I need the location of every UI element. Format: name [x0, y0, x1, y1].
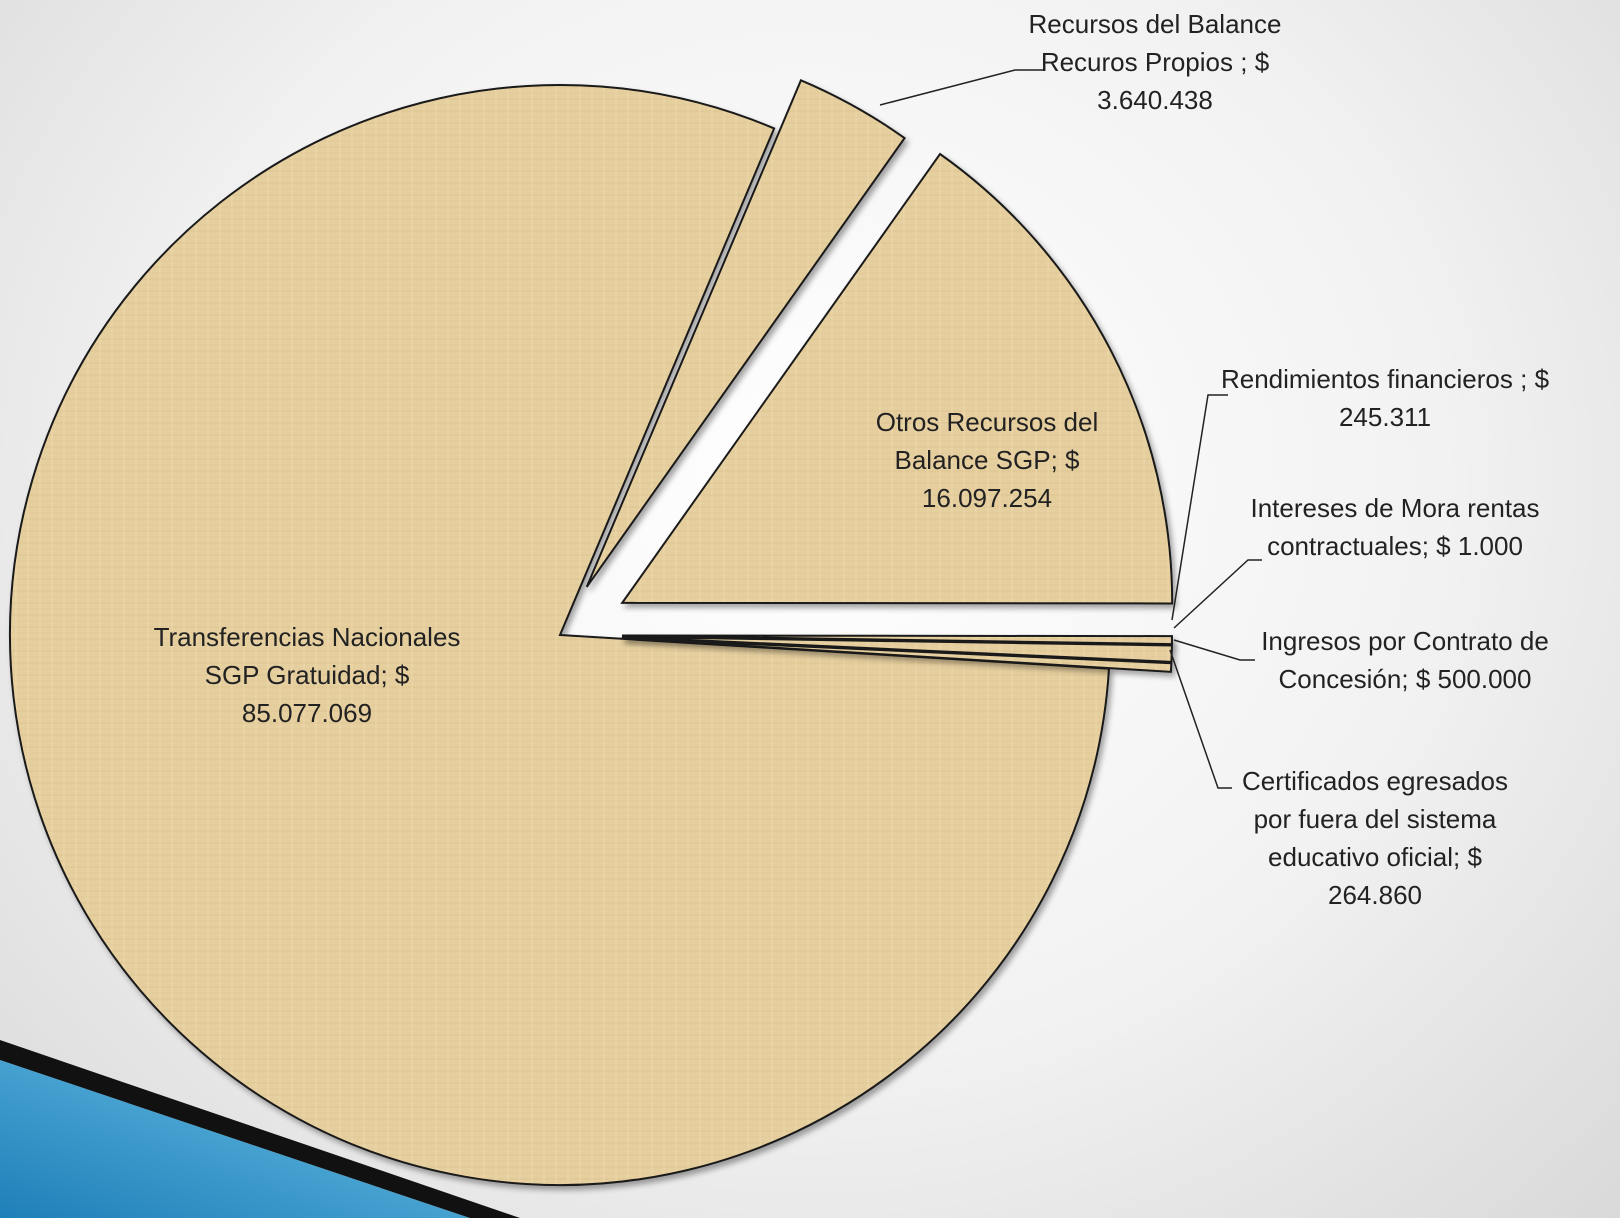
value-label: $ 264.860 — [1328, 842, 1482, 910]
pie-slice — [620, 152, 1174, 605]
value-label: $ 1.000 — [1436, 531, 1523, 561]
decoration — [0, 1040, 520, 1218]
category-label: Rendimientos financieros ; — [1220, 364, 1528, 394]
value-label: $ 3.640.438 — [1097, 47, 1270, 115]
data-label: Recursos del Balance Recuros Propios ; $… — [1005, 5, 1305, 119]
value-label: $ 245.311 — [1338, 364, 1550, 432]
category-label: Intereses de Mora rentas contractuales; — [1250, 493, 1540, 561]
data-label: Rendimientos financieros ; $ 245.311 — [1215, 360, 1555, 436]
category-label: Certificados egresados por fuera del sis… — [1242, 766, 1508, 872]
category-label: Otros Recursos del Balance SGP; — [875, 407, 1099, 475]
value-label: $ 500.000 — [1415, 664, 1532, 694]
data-label: Ingresos por Contrato de Concesión; $ 50… — [1240, 622, 1570, 698]
category-label: Ingresos por Contrato de Concesión; — [1261, 626, 1549, 694]
data-label: Otros Recursos del Balance SGP; $ 16.097… — [862, 403, 1112, 517]
category-label: Recursos del Balance Recuros Propios ; — [1028, 9, 1282, 77]
leader-lines — [879, 69, 1262, 789]
pie-slice — [9, 84, 1111, 1186]
pie-slice — [585, 79, 906, 588]
pie-slice — [621, 637, 1173, 673]
value-label: $ 85.077.069 — [241, 660, 410, 728]
category-label: Transferencias Nacionales SGP Gratuidad; — [153, 622, 461, 690]
value-label: $ 16.097.254 — [921, 445, 1080, 513]
data-label: Certificados egresados por fuera del sis… — [1225, 762, 1525, 914]
data-label: Transferencias Nacionales SGP Gratuidad;… — [137, 618, 477, 732]
data-label: Intereses de Mora rentas contractuales; … — [1235, 489, 1555, 565]
